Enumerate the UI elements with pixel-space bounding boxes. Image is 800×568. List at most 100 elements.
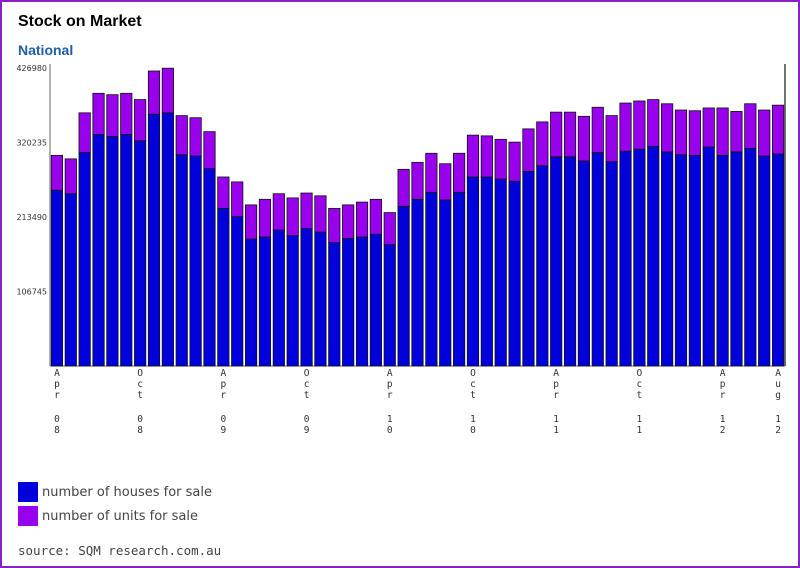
bar-units xyxy=(577,115,591,162)
bar-houses xyxy=(397,205,410,367)
bar-houses xyxy=(272,229,285,367)
bar-units xyxy=(64,158,77,195)
bar-units xyxy=(411,161,424,200)
legend-item-houses: number of houses for sale xyxy=(18,482,212,502)
bar-units xyxy=(189,117,202,157)
bar-houses xyxy=(466,176,480,367)
bar-units xyxy=(92,92,105,135)
chart-subtitle: National xyxy=(18,42,74,58)
legend-swatch-houses xyxy=(18,482,38,502)
bar-units xyxy=(272,193,285,231)
bar-houses xyxy=(758,155,771,367)
bar-units xyxy=(217,176,230,209)
bar-units xyxy=(508,141,521,182)
bar-units xyxy=(633,100,646,150)
bar-houses xyxy=(619,150,632,367)
bar-houses xyxy=(342,237,355,367)
legend-swatch-units xyxy=(18,506,38,526)
bar-units xyxy=(231,181,244,218)
bar-houses xyxy=(577,160,591,367)
bar-units xyxy=(425,152,438,193)
bar-units xyxy=(286,197,299,236)
bar-units xyxy=(702,107,715,148)
bar-units xyxy=(300,192,313,230)
bar-houses xyxy=(383,244,396,367)
bar-houses xyxy=(134,140,147,367)
bar-units xyxy=(563,111,577,158)
bar-houses xyxy=(536,165,549,367)
y-tick-label: 426980 xyxy=(16,64,47,73)
bar-houses xyxy=(508,180,521,367)
bar-houses xyxy=(189,155,202,367)
bar-units xyxy=(647,99,660,147)
bar-units xyxy=(661,103,674,153)
bar-units xyxy=(688,110,701,156)
bar-units xyxy=(605,115,618,163)
bar-houses xyxy=(217,207,230,367)
bar-units xyxy=(771,104,785,155)
bar-houses xyxy=(411,198,424,367)
bar-houses xyxy=(50,189,64,367)
bar-houses xyxy=(563,156,577,367)
bar-units xyxy=(175,115,188,156)
bar-units xyxy=(369,198,382,235)
source-note: source: SQM research.com.au xyxy=(18,543,222,558)
bar-houses xyxy=(480,176,493,367)
bar-houses xyxy=(314,231,327,367)
chart-title: Stock on Market xyxy=(18,13,142,30)
bar-houses xyxy=(161,112,174,367)
bar-units xyxy=(120,92,133,135)
bar-houses xyxy=(328,242,341,367)
y-tick-label: 213490 xyxy=(16,213,47,222)
bar-houses xyxy=(369,233,382,367)
bar-houses xyxy=(716,154,729,367)
bar-units xyxy=(674,109,688,156)
legend-item-units: number of units for sale xyxy=(18,506,198,526)
bar-houses xyxy=(771,153,785,367)
bar-units xyxy=(258,198,272,238)
bar-units xyxy=(355,201,369,238)
bar-units xyxy=(453,152,466,193)
bar-houses xyxy=(147,113,161,367)
bar-units xyxy=(78,112,91,153)
bar-houses xyxy=(231,216,244,367)
bar-units xyxy=(147,70,161,115)
bar-houses xyxy=(494,178,507,367)
bar-houses xyxy=(78,152,91,367)
bar-units xyxy=(328,207,341,243)
bar-units xyxy=(522,128,535,172)
bar-houses xyxy=(453,191,466,367)
bar-units xyxy=(716,107,729,156)
bar-houses xyxy=(674,154,688,367)
bar-houses xyxy=(744,147,757,367)
bar-units xyxy=(536,121,549,167)
bar-houses xyxy=(120,134,133,367)
bar-houses xyxy=(633,148,646,367)
bar-houses xyxy=(522,171,535,367)
bar-units xyxy=(397,168,410,207)
bar-units xyxy=(161,67,174,114)
bar-units xyxy=(550,111,563,158)
bar-units xyxy=(758,109,771,157)
bar-houses xyxy=(688,154,701,367)
bar-houses xyxy=(439,199,452,367)
bar-houses xyxy=(425,191,438,367)
bar-units xyxy=(619,102,632,152)
bar-units xyxy=(494,138,507,180)
bar-houses xyxy=(64,193,77,367)
bar-units xyxy=(744,103,757,149)
bar-houses xyxy=(175,154,188,367)
bar-houses xyxy=(661,151,674,367)
bar-units xyxy=(439,163,452,201)
bar-houses xyxy=(730,151,743,367)
bar-houses xyxy=(92,134,105,367)
